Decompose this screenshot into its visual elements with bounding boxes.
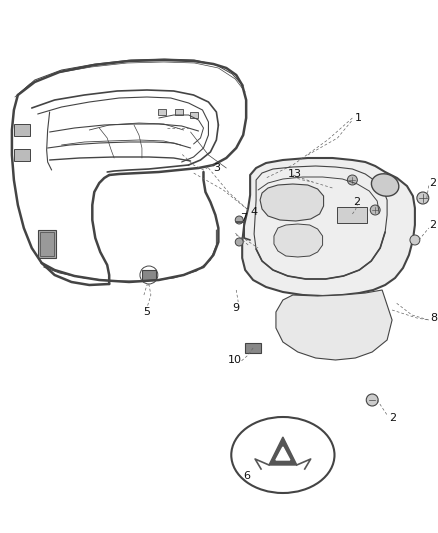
Polygon shape — [269, 437, 297, 465]
Polygon shape — [260, 184, 324, 221]
Text: 10: 10 — [228, 355, 242, 365]
Circle shape — [410, 235, 420, 245]
Text: 4: 4 — [250, 207, 257, 217]
Text: 2: 2 — [353, 197, 360, 207]
Bar — [245, 343, 261, 353]
Bar — [175, 109, 183, 115]
Circle shape — [370, 205, 380, 215]
Ellipse shape — [371, 174, 399, 196]
Text: 2: 2 — [389, 413, 396, 423]
Text: 7: 7 — [240, 213, 247, 223]
Bar — [337, 207, 367, 223]
Bar — [142, 270, 156, 280]
Circle shape — [417, 192, 429, 204]
Circle shape — [235, 216, 243, 224]
Circle shape — [366, 394, 378, 406]
Polygon shape — [276, 290, 392, 360]
Circle shape — [347, 175, 357, 185]
Polygon shape — [276, 447, 290, 460]
Text: 5: 5 — [143, 307, 150, 317]
Circle shape — [235, 238, 243, 246]
Text: 2: 2 — [429, 220, 436, 230]
Bar — [14, 124, 30, 136]
Text: 3: 3 — [213, 163, 220, 173]
Polygon shape — [274, 224, 323, 257]
Text: 13: 13 — [288, 169, 302, 179]
Text: 2: 2 — [429, 178, 436, 188]
Polygon shape — [242, 158, 415, 296]
Bar — [38, 230, 56, 258]
Bar — [158, 109, 166, 115]
Text: 9: 9 — [232, 303, 240, 313]
Bar — [40, 232, 53, 256]
Text: 8: 8 — [430, 313, 437, 323]
Bar — [14, 149, 30, 161]
Bar — [190, 112, 198, 118]
Text: 6: 6 — [243, 471, 250, 481]
Text: 1: 1 — [354, 113, 361, 123]
